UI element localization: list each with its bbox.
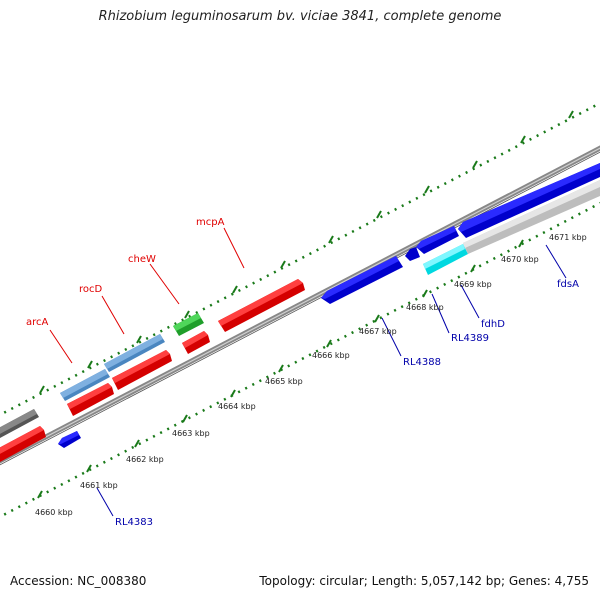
feature-trna-chew[interactable] bbox=[173, 313, 204, 336]
blue-leader-lines bbox=[96, 244, 567, 517]
gene-labels: arcA rocD cheW mcpA RL4383 RL4388 RL4389… bbox=[26, 217, 579, 528]
gene-label-rl4389[interactable]: RL4389 bbox=[451, 333, 489, 344]
kbp-label: 4663 kbp bbox=[172, 429, 210, 438]
gene-rocd[interactable] bbox=[112, 350, 172, 390]
backbone bbox=[0, 145, 600, 466]
feature-rrna-2[interactable] bbox=[104, 334, 165, 372]
outer-tick-ring bbox=[0, 101, 600, 417]
gene-label-fdhd[interactable]: fdhD bbox=[481, 319, 505, 330]
feature-cyan[interactable] bbox=[423, 244, 468, 275]
kbp-label: 4667 kbp bbox=[359, 327, 397, 336]
gene-label-rocd[interactable]: rocD bbox=[79, 284, 103, 295]
feature-grey-arrow[interactable] bbox=[0, 409, 39, 438]
kbp-label: 4670 kbp bbox=[501, 255, 539, 264]
gene-mcpa[interactable] bbox=[218, 279, 305, 332]
gene-fdsa[interactable] bbox=[458, 163, 600, 238]
gene-label-rl4388[interactable]: RL4388 bbox=[403, 357, 441, 368]
gene-rl4383[interactable] bbox=[58, 431, 81, 448]
feature-rrna-1[interactable] bbox=[60, 369, 110, 401]
kbp-label: 4660 kbp bbox=[35, 508, 73, 517]
gene-label-fdsa[interactable]: fdsA bbox=[557, 279, 579, 290]
gene-red-left[interactable] bbox=[0, 426, 46, 462]
gene-chew[interactable] bbox=[182, 331, 210, 354]
gene-rl4388[interactable] bbox=[321, 256, 403, 304]
gene-label-rl4383[interactable]: RL4383 bbox=[115, 517, 153, 528]
feature-pseudo-grey[interactable] bbox=[463, 180, 600, 254]
kbp-label: 4662 kbp bbox=[126, 455, 164, 464]
kbp-label: 4671 kbp bbox=[549, 233, 587, 242]
gene-rl4389[interactable] bbox=[405, 247, 420, 261]
scale-labels: 4660 kbp 4661 kbp 4662 kbp 4663 kbp 4664… bbox=[35, 233, 587, 517]
genome-summary-text: Topology: circular; Length: 5,057,142 bp… bbox=[259, 574, 589, 588]
map-title: Rhizobium leguminosarum bv. viciae 3841,… bbox=[98, 9, 502, 24]
kbp-label: 4666 kbp bbox=[312, 351, 350, 360]
inner-tick-ring bbox=[0, 201, 600, 519]
kbp-label: 4665 kbp bbox=[265, 377, 303, 386]
gene-label-mcpa[interactable]: mcpA bbox=[196, 217, 225, 228]
kbp-label: 4669 kbp bbox=[454, 280, 492, 289]
gene-arca[interactable] bbox=[67, 383, 114, 416]
kbp-label: 4668 kbp bbox=[406, 303, 444, 312]
kbp-label: 4661 kbp bbox=[80, 481, 118, 490]
gene-label-arca[interactable]: arcA bbox=[26, 317, 49, 328]
accession-text: Accession: NC_008380 bbox=[10, 574, 147, 588]
kbp-label: 4664 kbp bbox=[218, 402, 256, 411]
gene-fdhd[interactable] bbox=[416, 226, 459, 254]
gene-label-chew[interactable]: cheW bbox=[128, 254, 156, 265]
red-leader-lines bbox=[49, 227, 245, 364]
